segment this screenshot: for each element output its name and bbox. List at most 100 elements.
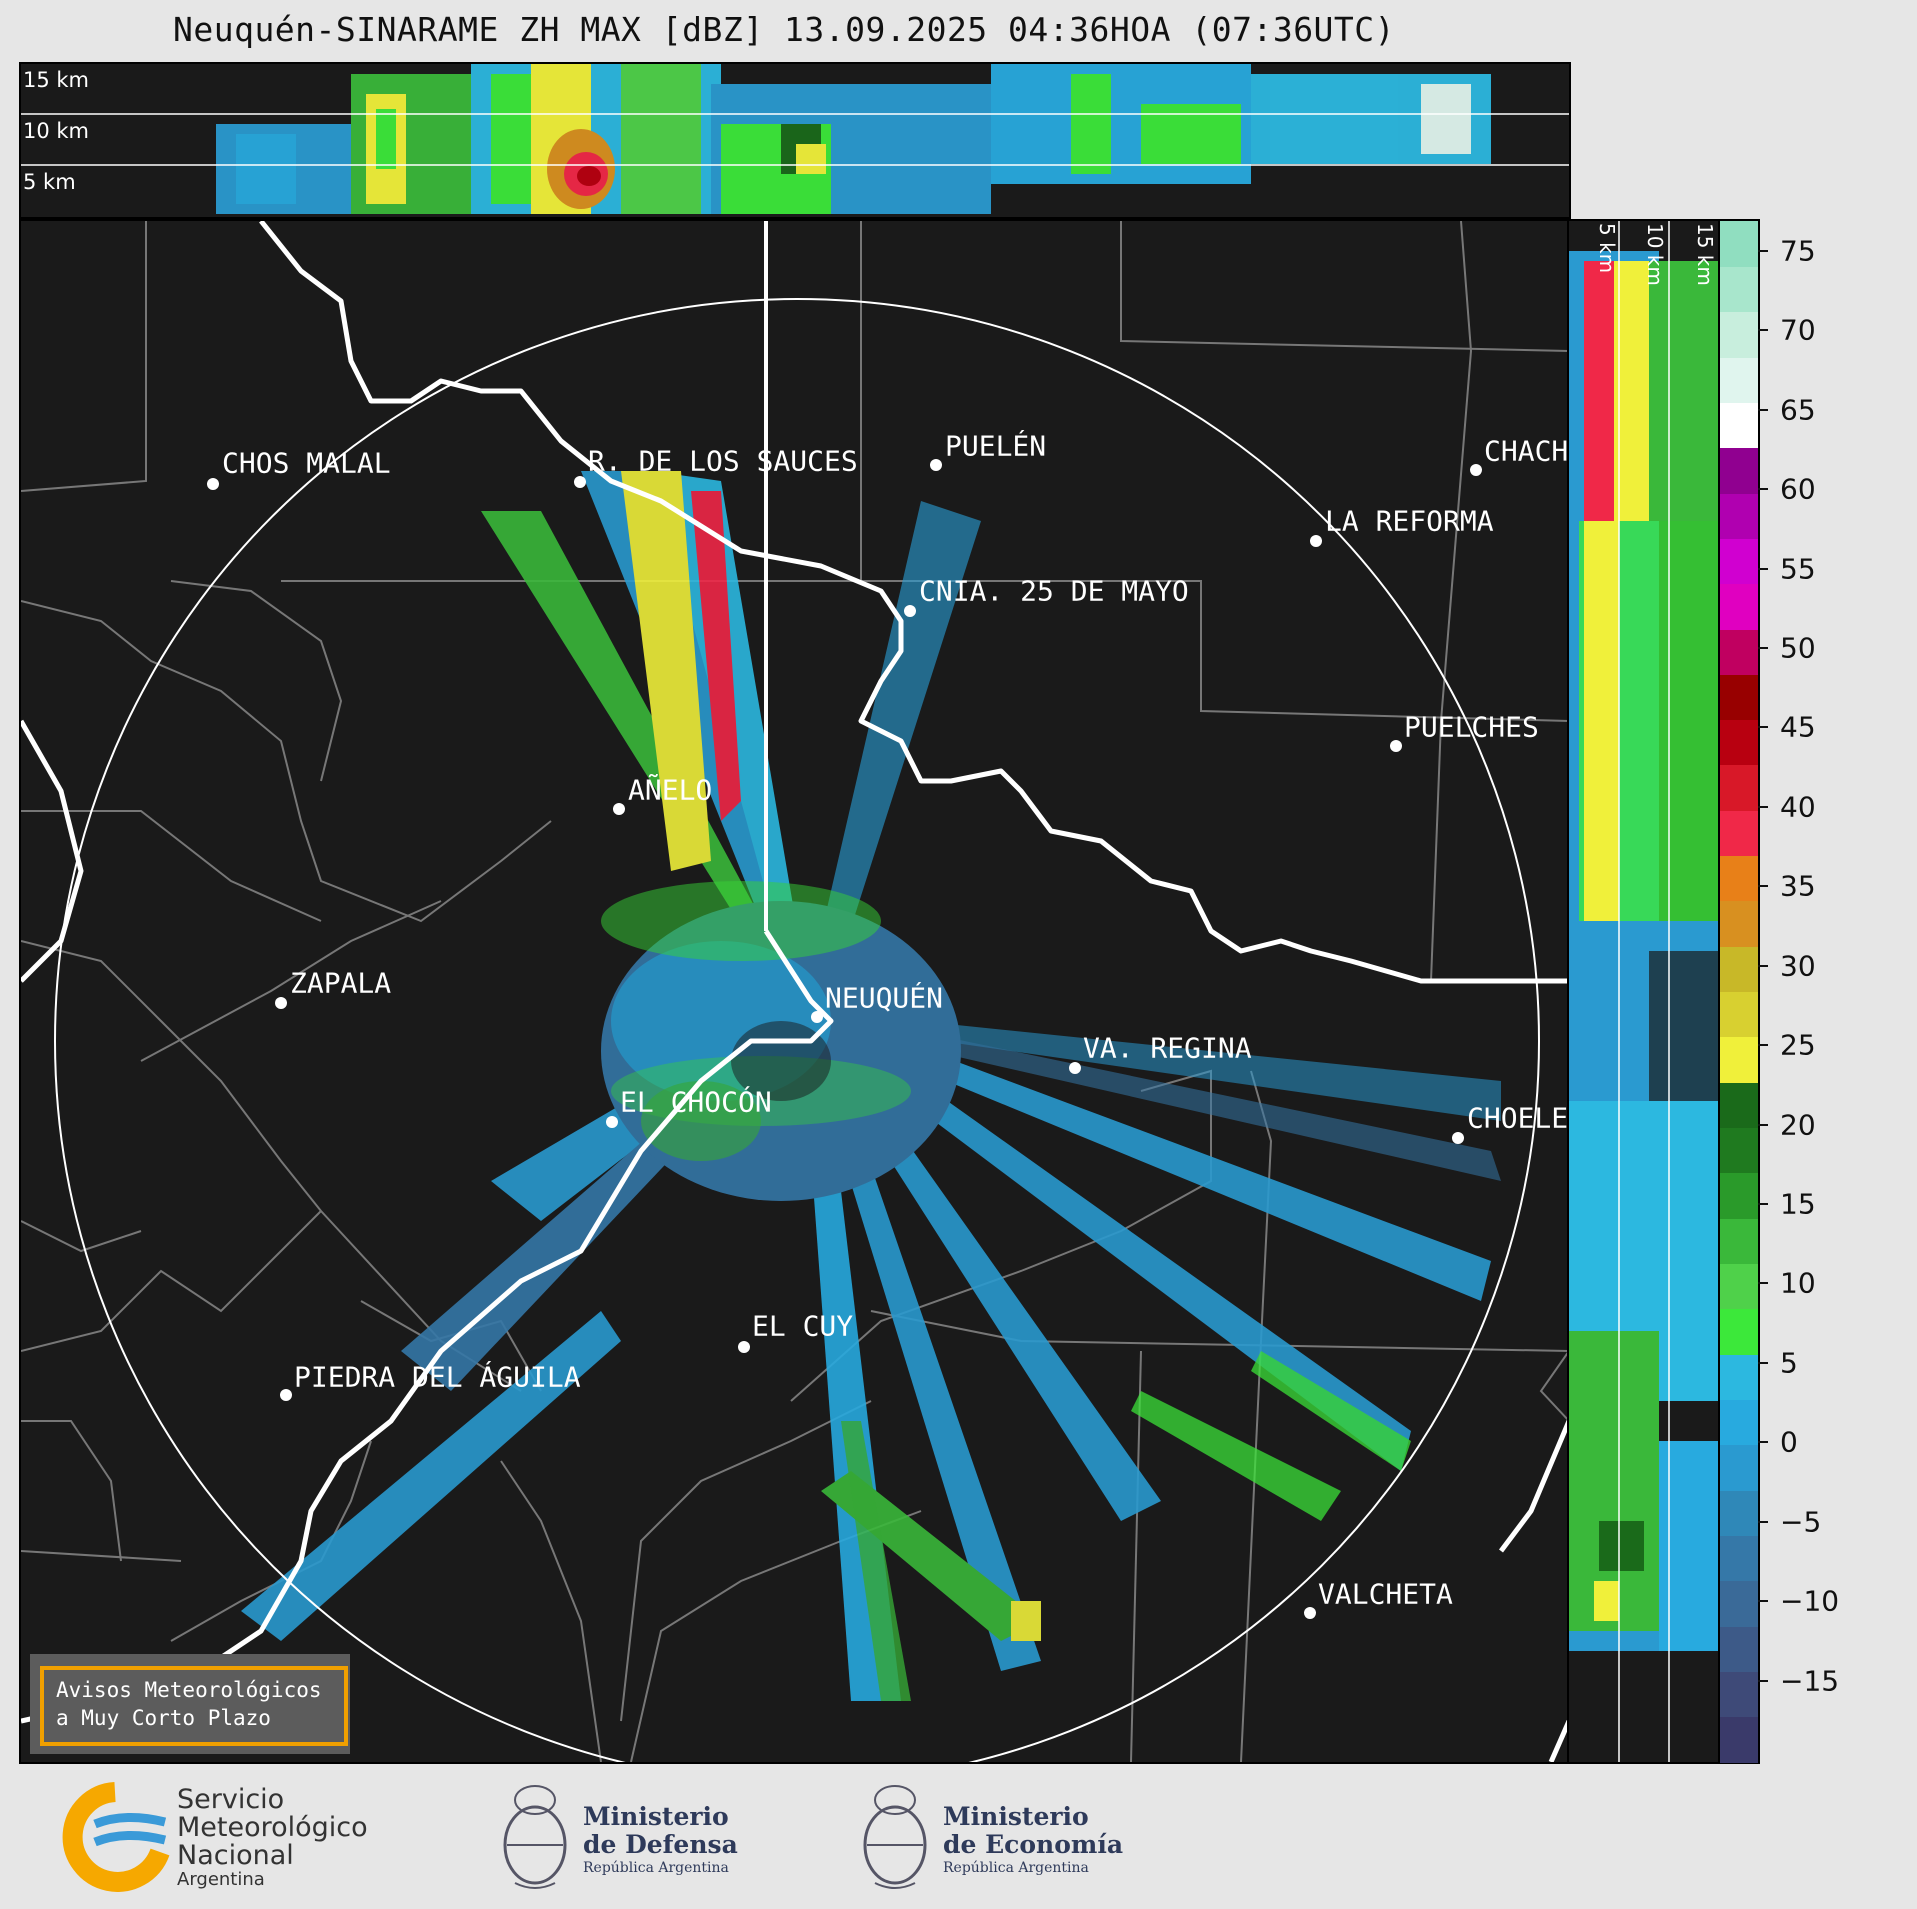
- notice-border: Avisos Meteorológicos a Muy Corto Plazo: [40, 1666, 348, 1746]
- colorbar-band: [1720, 1218, 1758, 1265]
- top-cross-section-panel: 15 km 10 km 5 km: [19, 62, 1571, 219]
- colorbar-band: [1720, 266, 1758, 313]
- defensa-line-3: República Argentina: [583, 1860, 729, 1876]
- colorbar-band: [1720, 1036, 1758, 1083]
- colorbar-band: [1720, 719, 1758, 766]
- city-dot-el-cuy: [738, 1341, 750, 1353]
- city-label-rincon-de-los-sauces: R. DE LOS SAUCES: [588, 444, 858, 478]
- city-label-valcheta: VALCHETA: [1318, 1577, 1453, 1611]
- economia-logo: Ministerio de Economía República Argenti…: [855, 1775, 1135, 1900]
- colorbar-tick-mark: [1758, 1123, 1768, 1126]
- colorbar-tick-mark: [1758, 249, 1768, 252]
- colorbar-band: [1720, 538, 1758, 585]
- city-dot-neuquen: [811, 1011, 823, 1023]
- colorbar-tick-label: 55: [1780, 552, 1816, 585]
- city-dot-puelches: [1390, 740, 1402, 752]
- city-label-chos-malal: CHOS MALAL: [222, 446, 391, 480]
- side-cross-section-panel: 5 km 10 km 15 km: [1567, 219, 1721, 1764]
- colorbar-band: [1720, 855, 1758, 902]
- colorbar-tick-label: 0: [1780, 1425, 1798, 1459]
- chart-title: Neuquén-SINARAME ZH MAX [dBZ] 13.09.2025…: [172, 10, 1396, 49]
- top-altitude-5km: 5 km: [23, 170, 76, 194]
- colorbar-tick-mark: [1758, 329, 1768, 332]
- colorbar-tick-mark: [1758, 726, 1768, 729]
- colorbar-band: [1720, 1490, 1758, 1536]
- colorbar-band: [1720, 1127, 1758, 1174]
- radar-map-graphic: [21, 221, 1569, 1762]
- colorbar-band: [1720, 991, 1758, 1038]
- colorbar-tick-label: 30: [1780, 949, 1816, 983]
- colorbar-band: [1720, 447, 1758, 494]
- colorbar-band: [1720, 1082, 1758, 1129]
- colorbar-tick-label: 40: [1780, 790, 1816, 824]
- colorbar-tick-label: 15: [1780, 1187, 1816, 1221]
- defensa-logo: Ministerio de Defensa República Argentin…: [495, 1775, 755, 1900]
- colorbar-band: [1720, 221, 1758, 267]
- colorbar-tick-label: 75: [1780, 234, 1816, 268]
- colorbar-band: [1720, 402, 1758, 449]
- city-label-piedra-del-aguila: PIEDRA DEL ÁGUILA: [294, 1360, 581, 1394]
- colorbar-band: [1720, 1263, 1758, 1310]
- defensa-line-1: Ministerio: [583, 1802, 729, 1831]
- smn-line-2: Meteorológico: [177, 1812, 368, 1843]
- city-label-el-chocon: EL CHOCÓN: [620, 1085, 772, 1119]
- colorbar-band: [1720, 1535, 1758, 1582]
- colorbar-tick-mark: [1758, 1282, 1768, 1285]
- city-label-chach: CHACH: [1484, 434, 1569, 468]
- colorbar-band: [1720, 1626, 1758, 1672]
- radar-map-panel: [19, 219, 1571, 1764]
- smn-logo-icon: [62, 1782, 170, 1892]
- colorbar-band: [1720, 674, 1758, 721]
- defensa-line-2: de Defensa: [583, 1830, 738, 1859]
- city-label-anelo: AÑELO: [628, 773, 713, 807]
- smn-line-1: Servicio: [177, 1784, 285, 1815]
- colorbar-tick-mark: [1758, 885, 1768, 888]
- city-label-la-reforma: LA REFORMA: [1325, 504, 1494, 538]
- colorbar-band: [1720, 356, 1758, 403]
- side-altitude-15km: 15 km: [1693, 223, 1717, 286]
- city-dot-chos-malal: [207, 478, 219, 490]
- colorbar-tick-label: 35: [1780, 869, 1816, 903]
- top-altitude-15km: 15 km: [23, 68, 90, 92]
- colorbar-tick-label: −15: [1780, 1664, 1840, 1698]
- colorbar-tick-mark: [1758, 1600, 1768, 1603]
- colorbar-tick-mark: [1758, 1044, 1768, 1047]
- city-dot-el-chocon: [606, 1116, 618, 1128]
- city-dot-choele: [1452, 1132, 1464, 1144]
- colorbar-band: [1720, 810, 1758, 857]
- colorbar-tick-mark: [1758, 408, 1768, 411]
- colorbar-tick-mark: [1758, 567, 1768, 570]
- smn-line-4: Argentina: [177, 1869, 265, 1890]
- colorbar-band: [1720, 946, 1758, 993]
- city-dot-la-reforma: [1310, 535, 1322, 547]
- colorbar-tick-label: 5: [1780, 1346, 1798, 1380]
- colorbar-tick-label: 60: [1780, 472, 1816, 506]
- colorbar-tick-mark: [1758, 646, 1768, 649]
- colorbar-band: [1720, 1716, 1758, 1763]
- colorbar-tick-label: 50: [1780, 631, 1816, 665]
- city-dot-zapala: [275, 997, 287, 1009]
- colorbar-tick-mark: [1758, 1441, 1768, 1444]
- city-dot-anelo: [613, 803, 625, 815]
- city-label-puelen: PUELÉN: [945, 429, 1047, 463]
- colorbar-tick-label: 45: [1780, 710, 1816, 744]
- city-label-neuquen: NEUQUÉN: [825, 981, 944, 1015]
- colorbar-tick-label: 20: [1780, 1108, 1816, 1142]
- dbz-colorbar: [1718, 219, 1760, 1764]
- colorbar-band: [1720, 1308, 1758, 1355]
- city-label-el-cuy: EL CUY: [752, 1309, 854, 1343]
- colorbar-band: [1720, 583, 1758, 630]
- colorbar-band: [1720, 1444, 1758, 1491]
- colorbar-band: [1720, 1172, 1758, 1219]
- city-dot-va-regina: [1069, 1062, 1081, 1074]
- colorbar-band: [1720, 628, 1758, 675]
- notice-box: Avisos Meteorológicos a Muy Corto Plazo: [30, 1654, 350, 1754]
- defensa-seal-icon: [503, 1785, 567, 1889]
- colorbar-tick-label: 25: [1780, 1028, 1816, 1062]
- notice-line-1: Avisos Meteorológicos: [56, 1678, 322, 1702]
- side-cross-section-graphic: [1569, 221, 1719, 1762]
- colorbar-band: [1720, 492, 1758, 539]
- side-altitude-5km: 5 km: [1595, 223, 1619, 274]
- top-cross-section-graphic: [21, 64, 1569, 214]
- city-dot-valcheta: [1304, 1607, 1316, 1619]
